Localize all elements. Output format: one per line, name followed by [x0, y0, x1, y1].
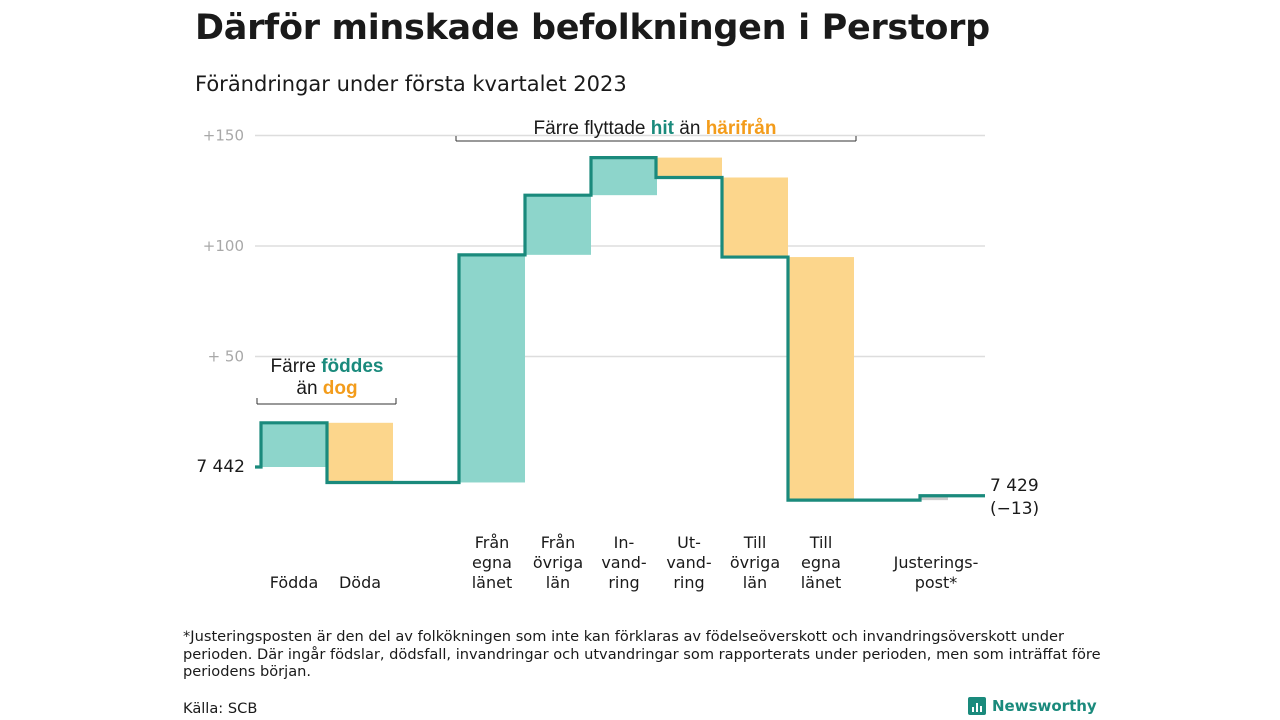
end-value-label: 7 429 — [990, 476, 1039, 496]
birth-annotation-line1: Färre föddes — [271, 356, 384, 377]
category-label-8: Justerings-post* — [893, 553, 979, 592]
bar-6 — [722, 177, 788, 258]
category-label-2: Från egna länet — [472, 533, 513, 592]
category-label-1: Döda — [339, 573, 381, 592]
cumulative-line — [255, 156, 985, 502]
source-label: Källa: SCB — [183, 700, 258, 717]
birth-bracket — [256, 398, 397, 405]
y-tick-label-1: +100 — [203, 237, 244, 255]
migration-bracket — [455, 136, 857, 142]
brand: Newsworthy — [968, 697, 1097, 715]
category-label-0: Födda — [270, 573, 319, 592]
y-tick-label-0: +150 — [203, 127, 244, 145]
birth-annotation-line2: än dog — [296, 378, 357, 399]
bar-5 — [656, 157, 722, 178]
chart-subtitle: Förändringar under första kvartalet 2023 — [195, 72, 627, 96]
category-label-7: Till egna länet — [801, 533, 842, 592]
migration-annotation: Färre flyttade hit än härifrån — [534, 118, 777, 139]
bar-8 — [920, 495, 948, 501]
category-label-6: Till övriga län — [730, 533, 780, 592]
footnote: *Justeringsposten är den del av folkökni… — [183, 628, 1101, 680]
category-label-3: Från övriga län — [533, 533, 583, 592]
waterfall-chart: +150 +100 + 50 7 442 7 429 (−13) Födda Döda Från… — [196, 118, 1039, 592]
bar-1 — [327, 422, 393, 483]
bar-3 — [525, 195, 591, 255]
bar-4 — [591, 157, 657, 196]
category-label-4: In-vand-ring — [601, 533, 646, 592]
chart-title: Därför minskade befolkningen i Perstorp — [195, 8, 990, 48]
category-label-5: Ut-vand-ring — [666, 533, 711, 592]
bar-2 — [459, 254, 525, 483]
end-change-label: (−13) — [990, 499, 1039, 519]
brand-name: Newsworthy — [992, 697, 1097, 715]
bar-0 — [261, 422, 327, 467]
y-tick-label-2: + 50 — [208, 348, 244, 366]
newsworthy-logo-icon — [968, 697, 986, 715]
bar-7 — [788, 257, 854, 501]
start-value-label: 7 442 — [196, 457, 245, 477]
